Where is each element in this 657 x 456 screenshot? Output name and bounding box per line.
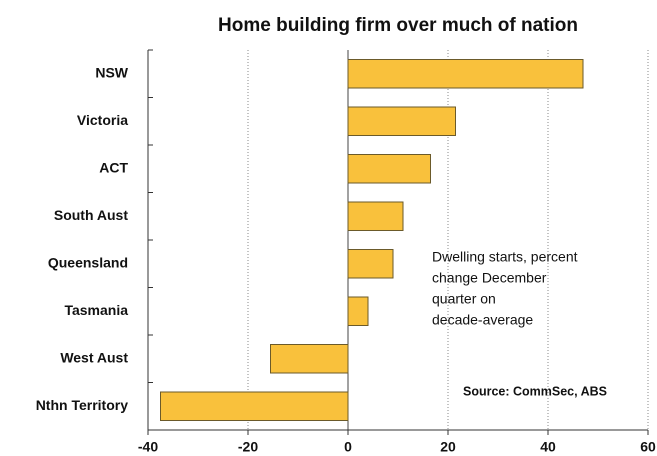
bar [347, 201, 404, 231]
y-tick-label: Queensland [48, 254, 128, 270]
bar [347, 59, 584, 89]
x-tick-label: -40 [138, 439, 158, 455]
x-tick-label: 20 [440, 439, 456, 455]
x-tick-label: 0 [344, 439, 352, 455]
bar [347, 249, 394, 279]
annotation: change December [432, 270, 547, 286]
y-tick-label: Tasmania [64, 302, 128, 318]
y-tick-label: Victoria [77, 112, 128, 128]
x-tick-label: 40 [540, 439, 556, 455]
x-tick-label: -20 [238, 439, 258, 455]
bar [270, 344, 349, 374]
bar [347, 296, 369, 326]
chart-title: Home building firm over much of nation [218, 15, 578, 36]
y-tick-label: ACT [99, 159, 128, 175]
source: Source: CommSec, ABS [463, 384, 607, 398]
y-tick-label: West Aust [60, 349, 128, 365]
annotation: Dwelling starts, percent [432, 249, 578, 265]
annotation: decade-average [432, 312, 533, 328]
y-tick-label: South Aust [54, 207, 128, 223]
annotation: quarter on [432, 291, 496, 307]
y-tick-label: Nthn Territory [36, 397, 129, 413]
bar [347, 106, 456, 136]
bar [347, 154, 431, 184]
y-tick-label: NSW [95, 64, 128, 80]
bar [160, 391, 349, 421]
x-tick-label: 60 [640, 439, 656, 455]
